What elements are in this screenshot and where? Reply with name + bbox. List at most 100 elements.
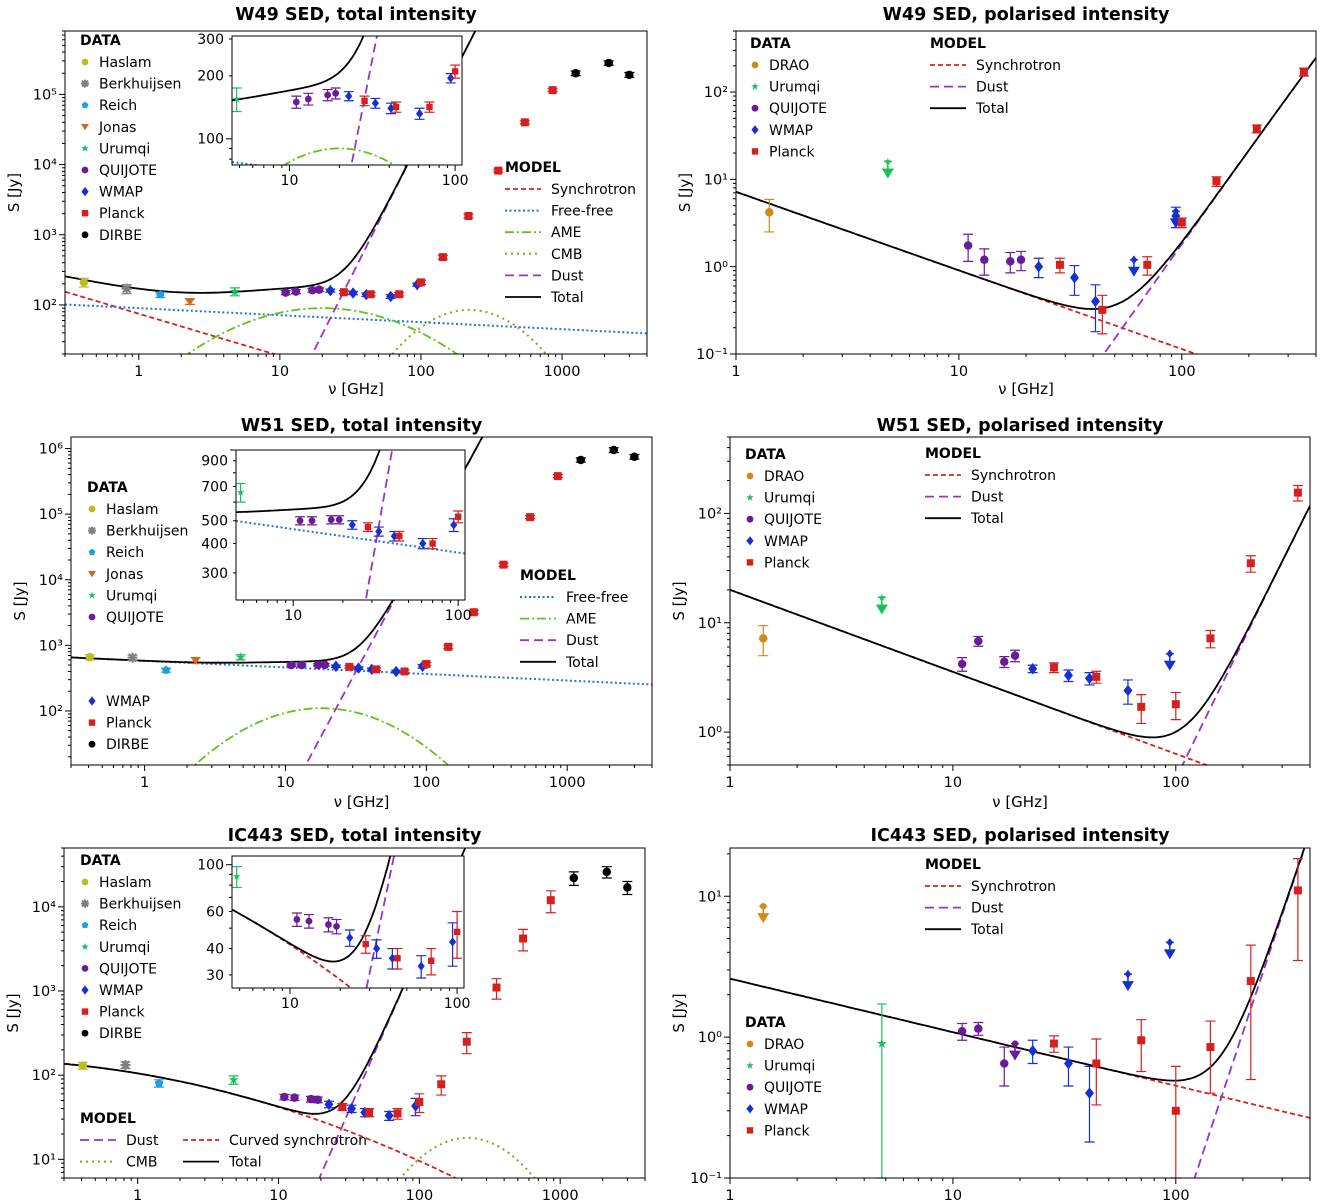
data-point-urumqi: [228, 1074, 239, 1084]
data-point-planck: [1171, 1106, 1180, 1115]
legend-label-haslam: Haslam: [106, 502, 159, 518]
y-axis-label: S [Jy]: [670, 993, 688, 1032]
data-point-wmap: [448, 937, 457, 947]
data-point-wmap: [1063, 669, 1073, 682]
x-axis-label: ν [GHz]: [992, 793, 1048, 811]
legend-marker-urumqi: [751, 82, 759, 90]
data-point-wmap-arrow-head: [1163, 660, 1176, 671]
data-point-planck: [499, 560, 508, 569]
data-point-planck: [422, 659, 431, 668]
data-point-drao: [765, 208, 774, 217]
data-point-quijote: [281, 288, 290, 297]
legend-marker-planck: [81, 210, 89, 217]
y-tick-label: 10⁵: [33, 87, 57, 103]
data-point-jonas: [190, 656, 201, 665]
inset-model-curve-cmb: [426, 194, 462, 274]
plot-frame: [735, 30, 1317, 355]
data-point-haslam: [85, 652, 95, 662]
legend-label-dust: Dust: [976, 80, 1009, 96]
data-point-wmap: [1084, 672, 1094, 685]
y-axis-label: S [Jy]: [5, 173, 23, 212]
plot-frame: [70, 436, 653, 766]
y-tick-label: 10⁻¹: [690, 1171, 722, 1187]
y-tick-label: 10⁶: [39, 442, 63, 458]
legend-label-planck: Planck: [769, 144, 815, 160]
legend-model-title: MODEL: [930, 36, 986, 52]
legend-label-quijote: QUIJOTE: [99, 961, 157, 977]
x-tick-label: 1: [725, 1188, 734, 1202]
data-point-reich: [161, 665, 171, 674]
data-point-planck: [1212, 177, 1221, 186]
inset-model-curve-dust: [350, 36, 378, 165]
x-tick-label: 100: [1168, 364, 1196, 380]
x-tick-label: 1000: [544, 364, 581, 380]
data-point-wmap: [1028, 662, 1038, 675]
inset-model-curve-sync: [232, 247, 267, 274]
data-points: [84, 445, 640, 678]
panel-w51_pol: W51 SED, polarised intensity ν [GHz] S [Jy…: [670, 416, 1311, 811]
legend-marker-dirbe: [88, 740, 96, 748]
data-point-wmap: [419, 538, 427, 549]
x-tick-label: 10: [281, 996, 299, 1012]
data-point-urumqi-errorbar: [876, 1003, 887, 1179]
data-point-planck: [1293, 488, 1302, 497]
data-point-dirbe: [609, 445, 619, 455]
data-point-planck: [394, 955, 401, 962]
legend-label-drao: DRAO: [769, 58, 809, 74]
data-point-planck: [427, 957, 435, 964]
legend-label-total: Total: [970, 922, 1004, 938]
legend-label-dust: Dust: [566, 633, 599, 649]
model-curve-dust: [1181, 505, 1310, 765]
data-point-planck: [1171, 700, 1180, 709]
y-tick-label: 700: [201, 479, 228, 495]
x-tick-label: 100: [407, 364, 435, 380]
legend-model-title: MODEL: [925, 446, 981, 462]
data-point-berkhuijsen: [127, 652, 138, 663]
x-tick-label: 1: [134, 364, 143, 380]
legend-marker-berkhuijsen: [81, 79, 89, 88]
inset-background: [232, 856, 464, 988]
data-point-wmap: [354, 662, 364, 674]
data-point-reich: [154, 1078, 164, 1087]
y-tick-label: 10⁰: [698, 1030, 722, 1046]
data-point-quijote: [974, 636, 983, 646]
data-point-quijote: [324, 91, 332, 99]
data-point-quijote: [280, 1092, 289, 1102]
y-tick-label: 10¹: [32, 1152, 56, 1168]
data-point-planck: [1177, 218, 1186, 227]
data-point-wmap: [384, 1109, 394, 1122]
legend-marker-reich: [81, 101, 89, 109]
legend-marker-wmap: [746, 1104, 754, 1114]
inset-model-curve-ff: [232, 161, 264, 165]
data-point-quijote: [1000, 657, 1009, 666]
legend-label-total: Total: [550, 290, 584, 306]
legend-label-wmap: WMAP: [769, 123, 813, 139]
data-point-berkhuijsen: [121, 283, 132, 294]
data-point-quijote: [974, 1024, 983, 1033]
legend-marker-berkhuijsen: [81, 899, 89, 908]
data-point-quijote: [293, 916, 301, 923]
legend-model-title: MODEL: [520, 568, 576, 584]
x-tick-label: 1000: [549, 775, 586, 791]
inset-model-curve-cmb: [445, 1062, 464, 1098]
legend-label-dust: Dust: [126, 1133, 159, 1149]
data-point-quijote-arrow-head: [1009, 1050, 1022, 1061]
data-points: [758, 484, 1303, 725]
legend-label-urumqi: Urumqi: [769, 80, 820, 96]
legend-marker-reich: [88, 548, 96, 556]
inset-model-curves: [236, 450, 465, 600]
legend-marker-wmap: [81, 985, 89, 995]
legend-marker-urumqi: [746, 1061, 754, 1069]
x-tick-label: 10: [950, 364, 968, 380]
data-point-quijote: [292, 98, 300, 106]
data-point-planck: [1246, 559, 1255, 568]
legend-marker-wmap: [746, 536, 754, 546]
legend-label-reich: Reich: [106, 545, 144, 561]
data-point-planck: [437, 1080, 446, 1089]
data-point-quijote: [308, 517, 316, 525]
chart-title: W51 SED, total intensity: [241, 416, 483, 436]
data-point-wmap-errorbar: [1084, 1065, 1095, 1143]
data-point-planck: [469, 608, 478, 617]
data-point-urumqi: [877, 1038, 887, 1048]
legend-marker-planck: [746, 559, 754, 566]
